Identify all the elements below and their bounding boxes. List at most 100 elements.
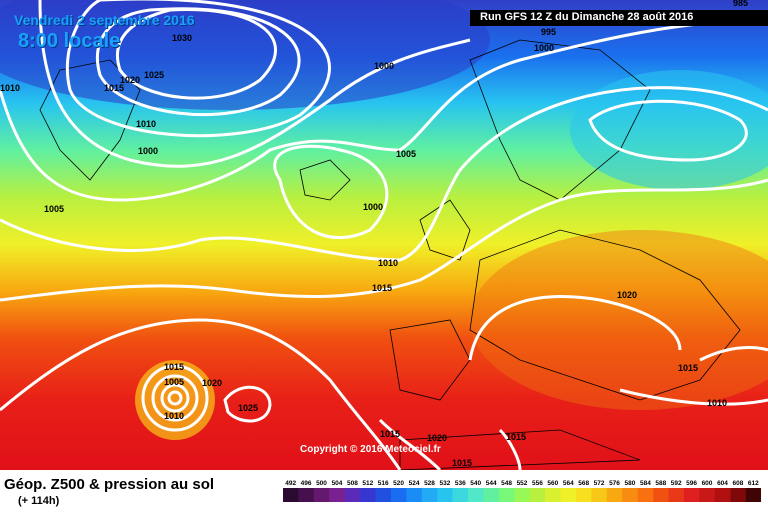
legend-swatch — [529, 488, 546, 502]
legend-swatch — [283, 488, 299, 502]
legend-tick-label: 504 — [332, 480, 343, 487]
legend-tick-label: 532 — [439, 480, 450, 487]
legend-tick-label: 500 — [316, 480, 327, 487]
isobar-label: 1020 — [202, 378, 222, 388]
legend-swatch — [576, 488, 592, 502]
isobar-label: 1000 — [374, 61, 394, 71]
legend-swatch — [745, 488, 761, 502]
legend-swatch — [452, 488, 469, 502]
cutoff-low-shading — [135, 360, 215, 440]
legend-tick-label: 596 — [686, 480, 697, 487]
legend-swatch — [406, 488, 423, 502]
legend-tick-label: 516 — [378, 480, 389, 487]
legend-tick-label: 492 — [285, 480, 296, 487]
isobar-label: 1015 — [372, 283, 392, 293]
legend-tick-label: 552 — [517, 480, 528, 487]
scandinavian-trough-shading — [570, 70, 768, 190]
copyright-notice: Copyright © 2016 Meteociel.fr — [300, 444, 441, 455]
legend-swatch — [683, 488, 700, 502]
isobar-label: 1015 — [164, 362, 184, 372]
legend-swatch — [714, 488, 731, 502]
isobar-label: 1005 — [44, 204, 64, 214]
legend-swatch — [591, 488, 608, 502]
legend-tick-label: 608 — [732, 480, 743, 487]
legend-swatch — [313, 488, 330, 502]
isobar-label: 1005 — [396, 149, 416, 159]
isobars — [0, 0, 768, 470]
legend-swatch — [560, 488, 577, 502]
legend-swatch — [668, 488, 685, 502]
geopotential-map: 1030 1025 1020 1015 1010 1000 1005 1010 … — [0, 0, 768, 470]
isobar-label: 1030 — [172, 33, 192, 43]
isobar-label: 1005 — [164, 377, 184, 387]
isobar-label: 1025 — [144, 70, 164, 80]
isobar-label: 1020 — [427, 433, 447, 443]
legend-tick-label: 564 — [563, 480, 574, 487]
run-banner — [470, 10, 768, 26]
isobar-label: 1010 — [164, 411, 184, 421]
legend-swatch — [329, 488, 345, 502]
isobar-label: 1010 — [707, 398, 727, 408]
legend-tick-label: 556 — [532, 480, 543, 487]
legend-tick-label: 612 — [748, 480, 759, 487]
isobar-label: 1015 — [380, 429, 400, 439]
legend-swatch — [498, 488, 515, 502]
legend-tick-label: 584 — [640, 480, 651, 487]
legend-swatch — [483, 488, 500, 502]
forecast-date: Vendredi 2 septembre 2016 — [14, 12, 195, 28]
color-scale-legend: 492 496 500 504 508 512 516 520 524 528 532 536 540 5… — [283, 480, 761, 502]
legend-tick-label: 600 — [702, 480, 713, 487]
legend-tick-label: 604 — [717, 480, 728, 487]
legend-tick-label: 508 — [347, 480, 358, 487]
legend-swatch — [390, 488, 407, 502]
isobar-labels: 1030 1025 1020 1015 1010 1000 1005 1010 … — [0, 0, 748, 468]
isobar-label: 1015 — [506, 432, 526, 442]
forecast-time: 8:00 locale — [18, 30, 121, 52]
legend-tick-label: 576 — [609, 480, 620, 487]
legend-tick-label: 588 — [655, 480, 666, 487]
legend-swatch — [622, 488, 638, 502]
polar-low-shading — [0, 0, 490, 110]
legend-tick-label: 540 — [470, 480, 481, 487]
legend-tick-label: 544 — [486, 480, 497, 487]
legend-swatch — [375, 488, 392, 502]
model-run-label: Run GFS 12 Z du Dimanche 28 août 2016 — [480, 11, 694, 23]
legend-swatch — [653, 488, 669, 502]
legend-swatch — [298, 488, 315, 502]
legend-tick-label: 512 — [362, 480, 373, 487]
legend-tick-label: 568 — [578, 480, 589, 487]
legend-swatch — [606, 488, 623, 502]
isobar-label: 995 — [541, 27, 556, 37]
isobar-label: 1010 — [136, 119, 156, 129]
isobar-label: 1010 — [0, 83, 20, 93]
legend-tick-label: 520 — [393, 480, 404, 487]
isobar-label: 1015 — [104, 83, 124, 93]
legend-tick-label: 580 — [624, 480, 635, 487]
isobar-label: 1020 — [617, 290, 637, 300]
isobar-label: 985 — [733, 0, 748, 8]
isobar-label: 1000 — [363, 202, 383, 212]
legend-swatch — [468, 488, 484, 502]
legend-swatch — [514, 488, 530, 502]
legend-swatch — [360, 488, 376, 502]
legend-tick-label: 536 — [455, 480, 466, 487]
legend-tick-label: 528 — [424, 480, 435, 487]
isobar-label: 1015 — [678, 363, 698, 373]
coastlines — [39, 39, 741, 470]
legend-swatch — [344, 488, 361, 502]
isobar-label: 1000 — [534, 43, 554, 53]
legend-swatch — [637, 488, 654, 502]
legend-swatch — [730, 488, 746, 502]
legend-swatch — [699, 488, 715, 502]
legend-swatch — [421, 488, 438, 502]
forecast-lead: (+ 114h) — [18, 495, 60, 507]
legend-tick-label: 548 — [501, 480, 512, 487]
legend-tick-label: 560 — [547, 480, 558, 487]
isobar-label: 1025 — [238, 403, 258, 413]
map-caption: Géop. Z500 & pression au sol — [4, 476, 215, 493]
legend-tick-label: 524 — [409, 480, 420, 487]
isobar-label: 1010 — [378, 258, 398, 268]
isobar-label: 1000 — [138, 146, 158, 156]
legend-swatch — [545, 488, 561, 502]
isobar-label: 1015 — [452, 458, 472, 468]
